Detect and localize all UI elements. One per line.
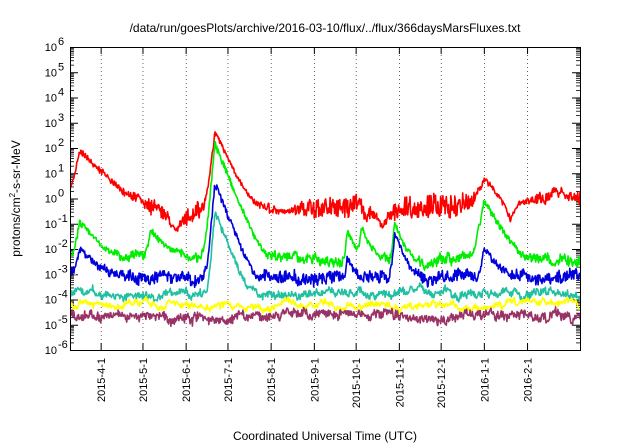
x-tick-label: 2016-1-1 [479,358,491,402]
x-tick-label: 2015-12-1 [436,358,448,408]
y-tick-exponent: 6 [58,36,64,48]
x-tick-label: 2015-5-1 [138,358,150,402]
x-tick-label: 2015-9-1 [309,358,321,402]
y-tick-exponent: -2 [58,238,68,250]
plot-frame [70,47,581,351]
x-tick-label: 2015-10-1 [351,358,363,408]
y-tick-label: 10 [45,118,57,130]
y-tick-label: 10 [45,194,57,206]
x-tick-label: 2015-11-1 [394,358,406,407]
y-tick-label: 10 [45,219,57,231]
y-tick-exponent: -1 [58,213,68,225]
y-tick-label: 10 [45,345,57,357]
y-tick-exponent: 0 [58,188,64,200]
y-tick-label: 10 [45,143,57,155]
y-tick-label: 10 [45,244,57,256]
y-tick-label: 10 [45,93,57,105]
y-tick-exponent: -5 [58,314,68,326]
y-tick-exponent: -4 [58,289,68,301]
y-tick-exponent: 3 [58,112,64,124]
y-tick-label: 10 [45,67,57,79]
y-tick-label: 10 [45,295,57,307]
y-axis-label: protons/cm2-s-sr-MeV [8,140,23,256]
chart-title: /data/run/goesPlots/archive/2016-03-10/f… [129,21,521,35]
y-tick-label: 10 [45,320,57,332]
series-line-7 [70,306,580,328]
y-tick-exponent: 2 [58,137,64,149]
series-line-4 [70,184,580,289]
y-tick-exponent: 5 [58,61,64,73]
x-tick-label: 2015-4-1 [96,358,108,402]
series-line-1 [70,131,580,232]
y-tick-label: 10 [45,168,57,180]
x-tick-label: 2015-8-1 [266,358,278,402]
series-line-5 [70,211,580,303]
series-line-6 [70,295,580,314]
series-line-3 [70,188,580,282]
x-tick-label: 2015-6-1 [181,358,193,402]
y-tick-label: 10 [45,269,57,281]
x-tick-label: 2016-2-1 [523,358,535,402]
y-tick-label: 10 [45,42,57,54]
x-axis-label: Coordinated Universal Time (UTC) [232,429,418,443]
y-tick-exponent: 4 [58,87,64,99]
y-tick-exponent: 1 [58,162,64,174]
y-tick-exponent: -3 [58,263,68,275]
x-tick-label: 2015-7-1 [223,358,235,402]
y-tick-exponent: -6 [58,339,68,351]
series-line-2 [70,140,580,272]
